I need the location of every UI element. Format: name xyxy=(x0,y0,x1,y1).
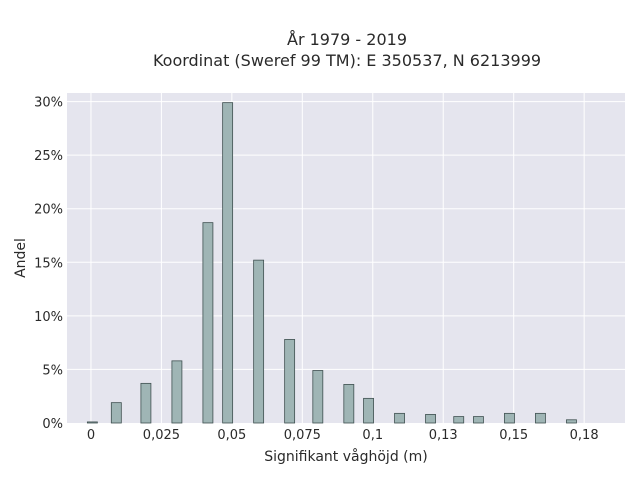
y-tick-label: 5% xyxy=(42,363,63,378)
histogram-bar xyxy=(343,384,355,424)
y-axis-label: Andel xyxy=(13,238,29,278)
y-tick-label: 25% xyxy=(34,149,63,164)
x-tick-label: 0,025 xyxy=(143,428,180,443)
histogram-bar xyxy=(202,222,214,424)
histogram-bar xyxy=(284,339,296,424)
histogram-bar xyxy=(394,412,405,424)
y-tick-label: 20% xyxy=(34,203,63,218)
histogram-bar xyxy=(453,416,465,424)
y-axis-ticks: 0% 5% 10% 15% 20% 25% 30% xyxy=(34,96,63,432)
histogram-bar xyxy=(363,397,374,424)
bars xyxy=(86,102,577,424)
histogram-bar xyxy=(425,414,436,424)
histogram-bar xyxy=(312,370,324,424)
x-tick-label: 0,18 xyxy=(570,428,599,443)
histogram-bar xyxy=(566,419,577,424)
grid xyxy=(67,93,625,423)
y-tick-label: 10% xyxy=(34,310,63,325)
x-tick-label: 0,075 xyxy=(284,428,321,443)
y-tick-label: 0% xyxy=(42,417,63,432)
chart-title-line2: Koordinat (Sweref 99 TM): E 350537, N 62… xyxy=(153,51,541,70)
histogram-bar xyxy=(473,416,484,424)
x-tick-label: 0 xyxy=(87,428,95,443)
x-axis-ticks: 0 0,025 0,05 0,075 0,1 0,13 0,15 0,18 xyxy=(87,428,599,443)
y-tick-label: 30% xyxy=(34,96,63,111)
histogram-bar xyxy=(86,421,98,424)
x-axis-label: Signifikant våghöjd (m) xyxy=(264,448,427,465)
histogram-bar xyxy=(504,412,515,424)
x-tick-label: 0,15 xyxy=(499,428,528,443)
histogram-bar xyxy=(110,402,122,424)
histogram-bar xyxy=(253,259,265,424)
y-tick-label: 15% xyxy=(34,256,63,271)
plot-area xyxy=(67,93,625,423)
x-tick-label: 0,1 xyxy=(362,428,383,443)
x-tick-label: 0,13 xyxy=(429,428,458,443)
histogram-bar xyxy=(140,382,152,424)
chart-title-line1: År 1979 - 2019 xyxy=(287,30,407,49)
histogram-bar xyxy=(535,412,546,424)
histogram-bar xyxy=(222,102,234,424)
histogram-bar xyxy=(171,360,183,424)
x-tick-label: 0,05 xyxy=(217,428,246,443)
